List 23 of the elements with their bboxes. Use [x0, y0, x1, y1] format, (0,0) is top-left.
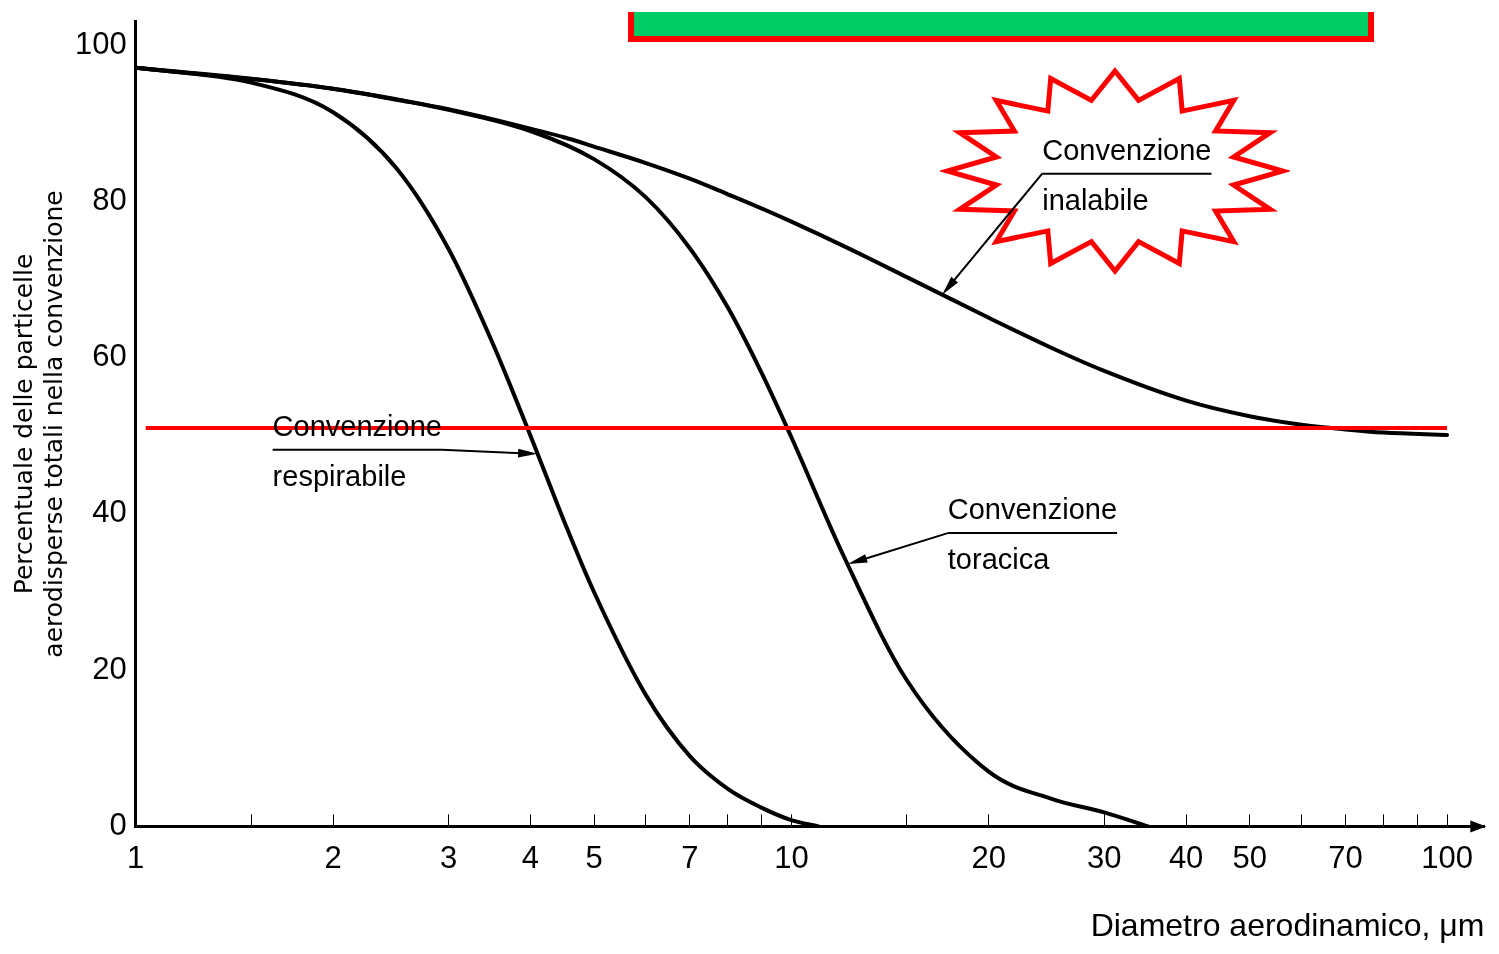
- x-tick-label: 20: [971, 839, 1006, 875]
- x-tick-label: 3: [439, 839, 458, 875]
- y-tick-label: 40: [92, 494, 127, 530]
- y-tick-label: 0: [109, 806, 127, 842]
- annotation: Convenzione inalabile: [1042, 133, 1212, 216]
- y-tick-label: 80: [92, 181, 127, 217]
- y-tick-label: 20: [92, 650, 127, 686]
- y-axis-title: Percentuale delle particelle aerodisperse totali nella convenzione: [8, 190, 68, 658]
- x-tick-label: 5: [585, 839, 603, 875]
- x-tick-label: 10: [774, 839, 809, 875]
- x-tick-label: 4: [521, 839, 540, 875]
- x-tick-label: 1: [127, 839, 145, 875]
- x-tick-label: 30: [1086, 839, 1122, 875]
- annotation: Convenzione toracica: [947, 493, 1118, 576]
- x-tick-label: 2: [324, 839, 342, 875]
- y-tick-label: 100: [74, 25, 127, 61]
- x-tick-label: 70: [1328, 839, 1363, 875]
- x-tick-label: 50: [1232, 839, 1267, 875]
- x-tick-label: 100: [1421, 839, 1473, 875]
- x-tick-label: 7: [681, 839, 699, 875]
- x-axis-title: Diametro aerodinamico, μm: [1090, 906, 1485, 943]
- x-tick-label: 40: [1168, 839, 1204, 875]
- y-tick-label: 60: [92, 338, 127, 374]
